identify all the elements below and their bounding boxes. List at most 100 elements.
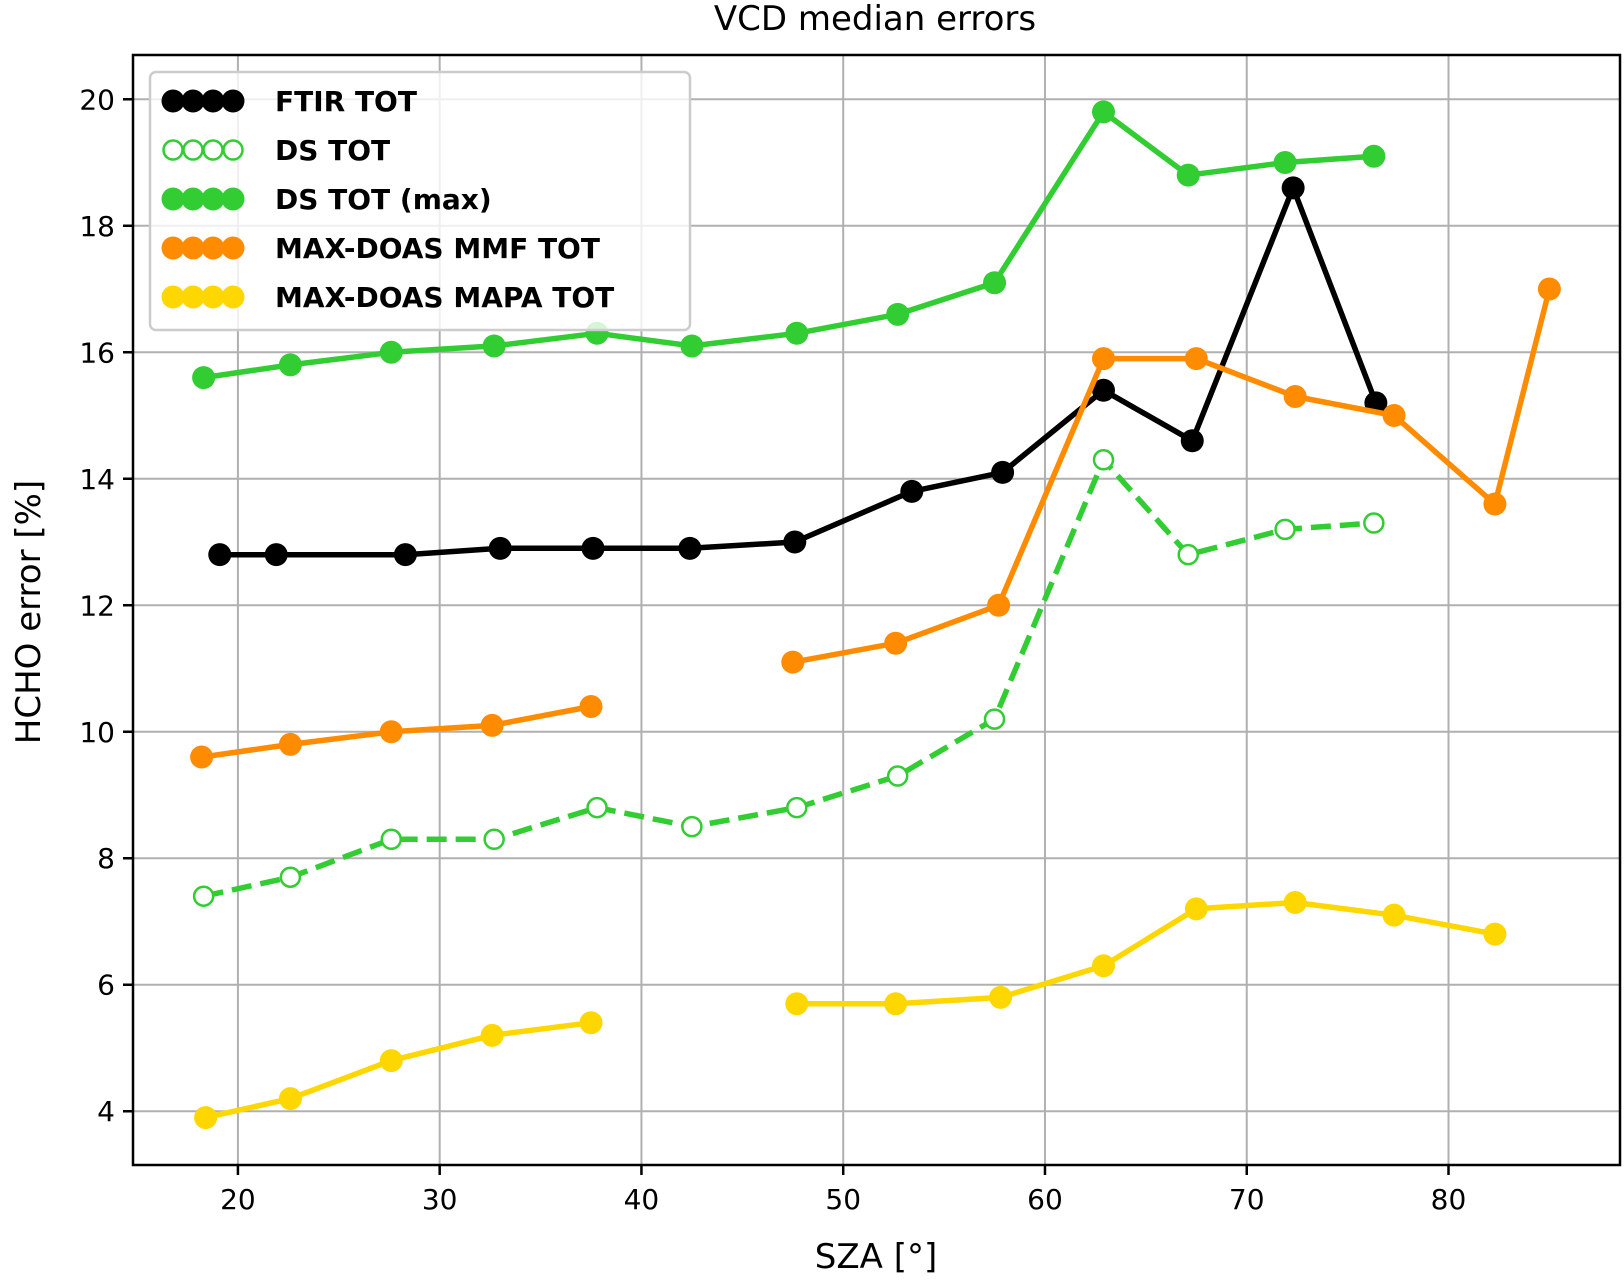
data-point: [991, 460, 1015, 484]
legend-marker: [222, 139, 244, 161]
x-tick-label: 80: [1431, 1183, 1467, 1216]
legend-box: [148, 70, 692, 332]
series-max-doas-mapa-tot: [194, 891, 1507, 1130]
legend-item-ds-tot-max: DS TOT (max): [161, 183, 492, 216]
data-point: [786, 796, 808, 819]
legend-marker: [161, 236, 185, 260]
data-point: [1382, 903, 1406, 927]
data-point: [987, 593, 1011, 617]
x-tick-label: 70: [1229, 1183, 1265, 1216]
series-max-doas-mmf-tot: [190, 277, 1561, 769]
data-point: [1091, 378, 1115, 402]
x-tick-label: 50: [825, 1183, 861, 1216]
legend-marker: [201, 236, 225, 260]
data-point: [192, 366, 216, 390]
legend-item-ftir-tot: FTIR TOT: [161, 85, 417, 118]
data-point: [785, 321, 809, 345]
y-tick-label: 18: [79, 210, 115, 243]
data-point: [886, 765, 909, 787]
data-point: [581, 536, 605, 560]
legend-label: DS TOT (max): [275, 183, 492, 216]
data-point: [1537, 277, 1561, 301]
data-point: [1363, 512, 1385, 534]
y-tick-label: 12: [79, 589, 115, 622]
legend-item-ds-tot: DS TOT: [162, 134, 390, 167]
data-point: [1281, 176, 1305, 200]
legend-marker: [182, 139, 204, 161]
data-point: [785, 992, 809, 1016]
chart-title: VCD median errors: [714, 0, 1036, 39]
legend-item-max-doas-mmf-tot: MAX-DOAS MMF TOT: [161, 232, 600, 265]
data-point: [483, 828, 505, 851]
data-point: [278, 732, 302, 756]
data-point: [1283, 891, 1307, 915]
data-point: [1184, 897, 1208, 921]
data-point: [480, 713, 504, 737]
data-point: [1274, 518, 1296, 541]
series-ds-tot: [192, 449, 1385, 907]
y-axis-label: HCHO error [%]: [9, 480, 49, 744]
series-line: [796, 899, 1496, 1007]
legend-marker: [221, 187, 245, 211]
data-point: [678, 536, 702, 560]
data-point: [586, 796, 608, 819]
legend-marker: [161, 285, 185, 309]
data-point: [579, 1011, 603, 1035]
plot-frame: [131, 53, 1622, 1167]
legend-marker: [201, 285, 225, 309]
data-point: [264, 543, 288, 567]
data-point: [1273, 151, 1297, 175]
legend-marker: [161, 187, 185, 211]
data-point: [379, 1049, 403, 1073]
data-point: [1176, 163, 1200, 187]
y-tick-label: 10: [79, 716, 115, 749]
data-point: [1091, 347, 1115, 371]
legend-marker: [221, 89, 245, 113]
data-point: [1092, 449, 1115, 471]
data-point: [393, 543, 417, 567]
data-point: [681, 815, 703, 838]
x-tick-label: 60: [1027, 1183, 1063, 1216]
data-point: [886, 302, 910, 326]
data-point: [884, 992, 908, 1016]
data-point: [983, 708, 1006, 730]
data-point: [1483, 492, 1507, 516]
legend-label: MAX-DOAS MMF TOT: [275, 232, 600, 265]
legend-label: FTIR TOT: [275, 85, 417, 118]
legend-marker: [201, 187, 225, 211]
legend-marker: [221, 285, 245, 309]
series-ftir-tot: [208, 176, 1388, 567]
data-point: [900, 479, 924, 503]
legend-marker: [162, 139, 184, 161]
legend-marker: [221, 236, 245, 260]
legend-marker: [181, 285, 205, 309]
data-point: [488, 536, 512, 560]
data-point: [1283, 385, 1307, 409]
data-point: [480, 1023, 504, 1047]
ticks: 20 30 40 50 60 70 80 4 6 8 10 12 14 16 18 20: [79, 83, 1466, 1216]
data-point: [278, 353, 302, 377]
data-point: [1180, 429, 1204, 453]
data-point: [989, 985, 1013, 1009]
legend-label: DS TOT: [275, 134, 390, 167]
data-point: [192, 885, 215, 907]
data-point: [279, 866, 302, 888]
y-tick-label: 4: [97, 1095, 115, 1128]
data-point: [1091, 954, 1115, 978]
legend-marker: [181, 187, 205, 211]
data-point: [379, 340, 403, 364]
data-point: [190, 745, 214, 769]
data-point: [781, 650, 805, 674]
x-tick-label: 40: [624, 1183, 660, 1216]
data-point: [1362, 144, 1386, 168]
legend-item-max-doas-mapa-tot: MAX-DOAS MAPA TOT: [161, 281, 614, 314]
legend-marker: [201, 89, 225, 113]
data-point: [1382, 404, 1406, 428]
x-tick-label: 20: [220, 1183, 256, 1216]
x-axis-label: SZA [°]: [815, 1237, 937, 1277]
data-point: [1184, 347, 1208, 371]
series-ds-tot-max: [192, 100, 1386, 390]
data-point: [680, 334, 704, 358]
data-point: [783, 530, 807, 554]
